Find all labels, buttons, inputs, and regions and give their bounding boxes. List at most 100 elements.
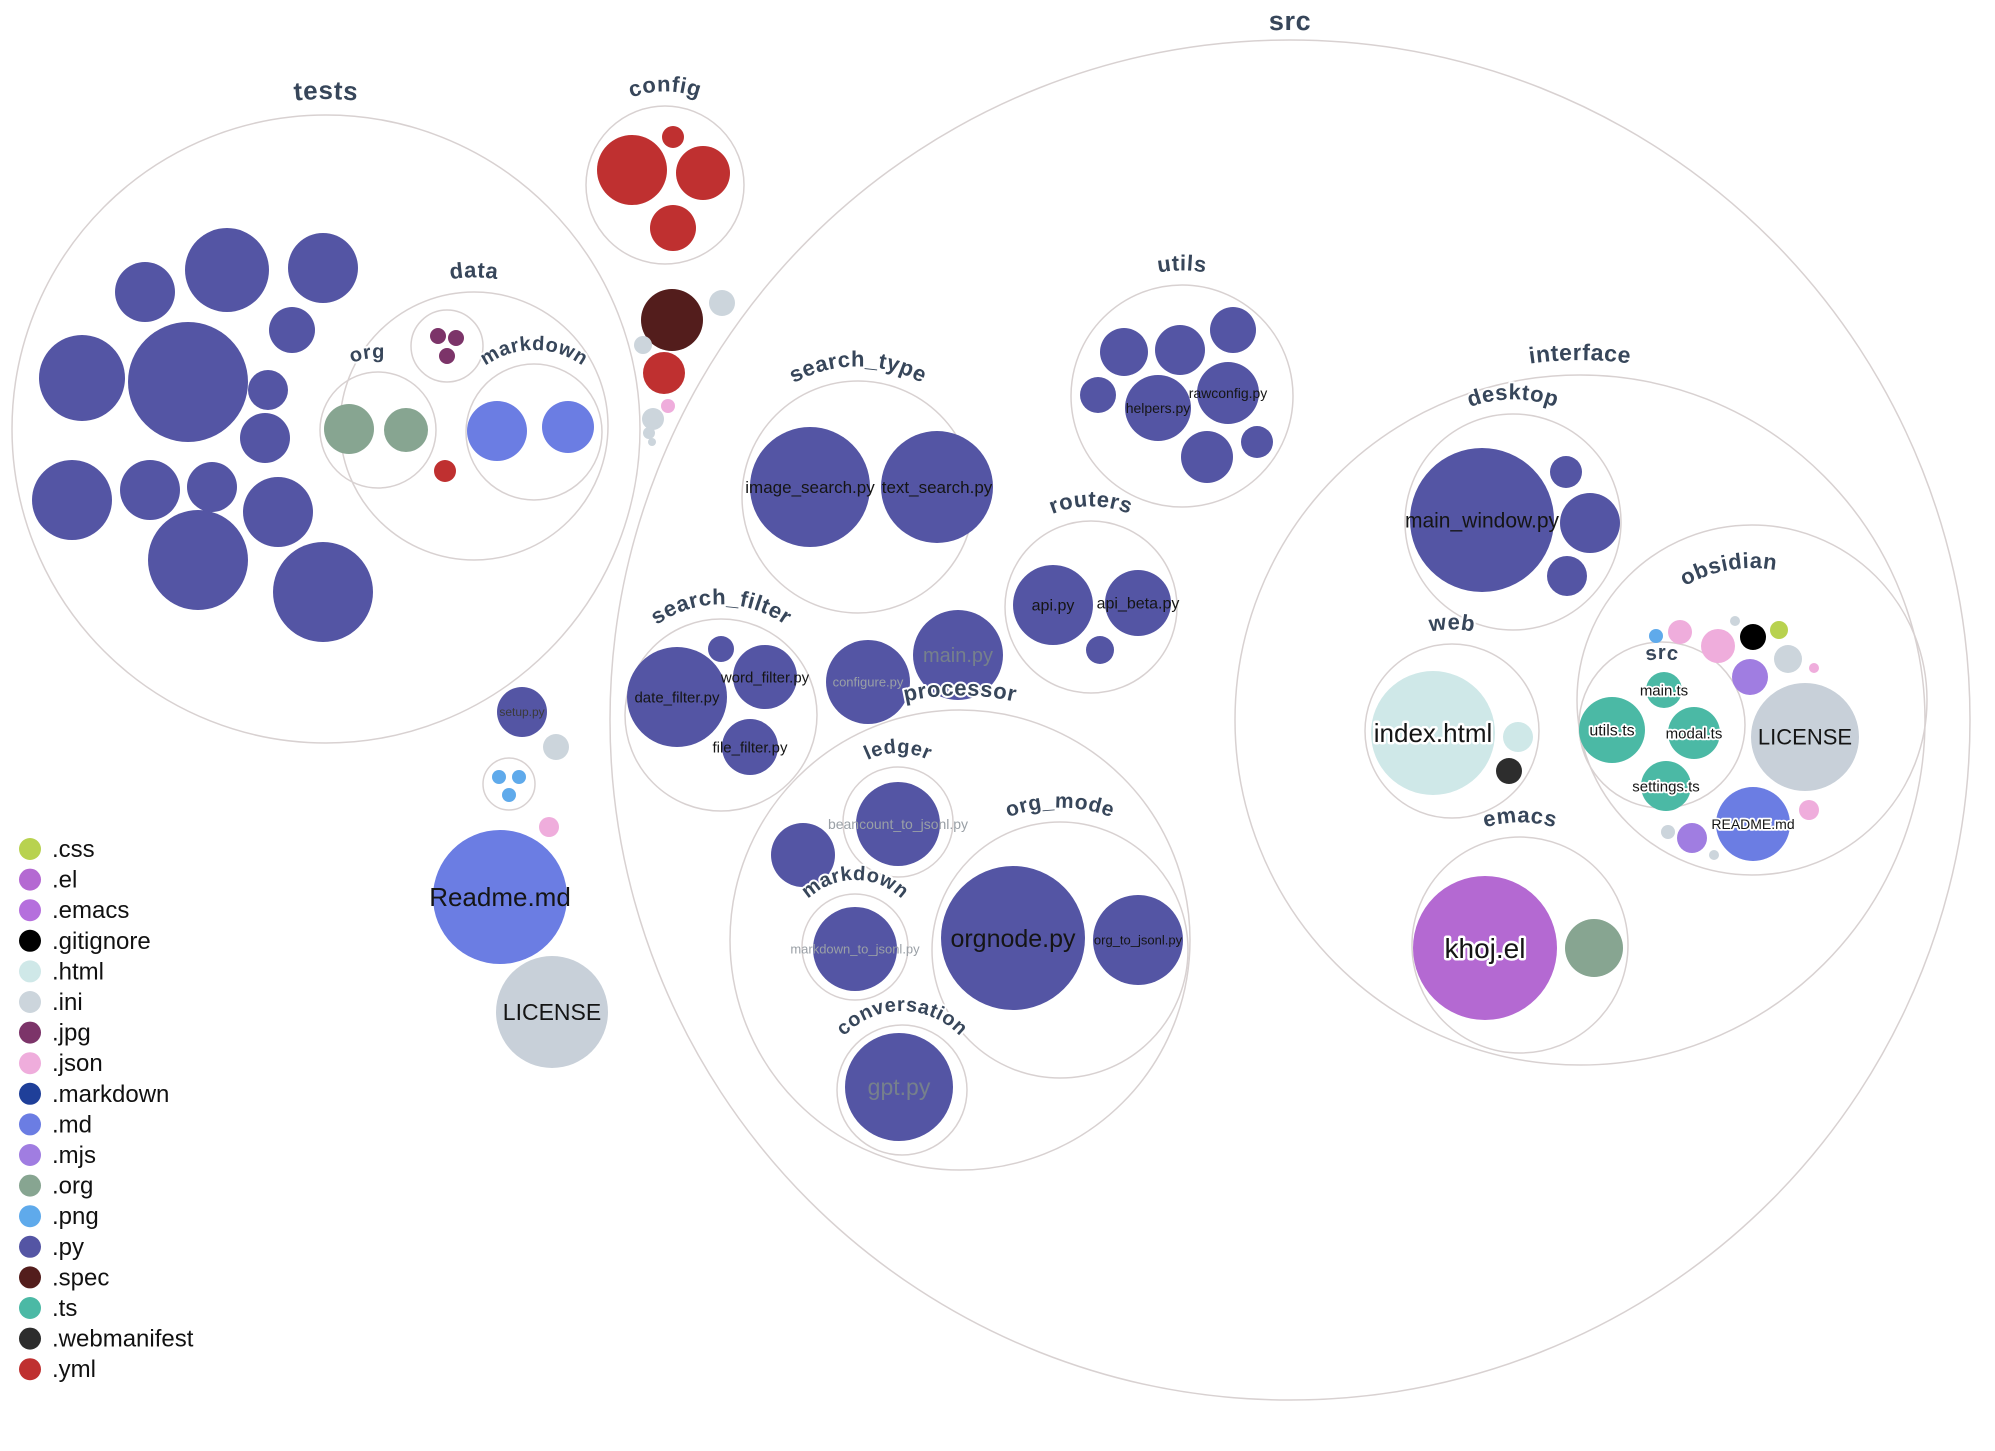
file-api.py-circle[interactable] (1013, 565, 1093, 645)
dir-search_filter-circle[interactable] (624, 618, 818, 812)
dir-org_mode-circle[interactable] (931, 821, 1189, 1079)
file-yml-22-circle[interactable] (597, 135, 667, 205)
file-yml-29-circle[interactable] (643, 352, 685, 394)
file-ini-83-circle[interactable] (1730, 616, 1740, 626)
file-org_to_jsonl.py-circle[interactable] (1093, 895, 1183, 985)
dir-routers-circle[interactable] (1004, 520, 1178, 694)
file-png-38-circle[interactable] (502, 788, 516, 802)
file-org-18-circle[interactable] (384, 408, 428, 452)
file-py-61-circle[interactable] (1210, 307, 1256, 353)
file-rawconfig.py-circle[interactable] (1197, 362, 1259, 424)
dir-root-images-circle[interactable] (482, 757, 536, 811)
file-README.md-circle[interactable] (1716, 787, 1790, 861)
file-py-0-circle[interactable] (115, 262, 175, 322)
file-setup.py-circle[interactable] (497, 687, 547, 737)
file-py-65-circle[interactable] (1181, 431, 1233, 483)
file-py-3-circle[interactable] (39, 335, 125, 421)
dir-web-circle[interactable] (1364, 643, 1540, 819)
file-ini-86-circle[interactable] (1774, 645, 1802, 673)
dir-ledger-circle[interactable] (842, 766, 954, 878)
file-py-60-circle[interactable] (1155, 325, 1205, 375)
file-spec-27-circle[interactable] (641, 289, 703, 351)
file-py-1-circle[interactable] (185, 228, 269, 312)
file-ini-31-circle[interactable] (642, 408, 664, 430)
dir-data-images-circle[interactable] (410, 309, 484, 383)
file-beancount_to_jsonl.py-circle[interactable] (856, 782, 940, 866)
file-md-19-circle[interactable] (467, 401, 527, 461)
file-png-36-circle[interactable] (492, 770, 506, 784)
file-ini-92-circle[interactable] (1661, 825, 1675, 839)
file-py-68-circle[interactable] (1550, 456, 1582, 488)
file-ini-33-circle[interactable] (648, 438, 656, 446)
file-py-10-circle[interactable] (187, 462, 237, 512)
file-mjs-93-circle[interactable] (1677, 823, 1707, 853)
file-ini-28-circle[interactable] (634, 336, 652, 354)
file-text_search.py-circle[interactable] (881, 431, 993, 543)
dir-utils-circle[interactable] (1070, 284, 1294, 508)
dir-interface-circle[interactable] (1234, 374, 1926, 1066)
file-markdown_to_jsonl.py-circle[interactable] (813, 907, 897, 991)
file-settings.ts-circle[interactable] (1641, 761, 1691, 811)
file-py-7-circle[interactable] (240, 413, 290, 463)
file-ini-32-circle[interactable] (643, 427, 655, 439)
file-png-37-circle[interactable] (512, 770, 526, 784)
file-py-8-circle[interactable] (32, 460, 112, 540)
file-utils.ts-circle[interactable] (1579, 697, 1645, 763)
file-jpg-16-circle[interactable] (439, 348, 455, 364)
file-png-80-circle[interactable] (1649, 629, 1663, 643)
file-py-12-circle[interactable] (148, 510, 248, 610)
file-py-11-circle[interactable] (243, 477, 313, 547)
file-py-5-circle[interactable] (269, 307, 315, 353)
file-LICENSE-circle[interactable] (496, 956, 608, 1068)
file-py-6-circle[interactable] (248, 370, 288, 410)
file-py-58-circle[interactable] (1086, 636, 1114, 664)
file-mjs-88-circle[interactable] (1732, 659, 1768, 695)
dir-data-markdown-circle[interactable] (465, 363, 603, 501)
file-word_filter.py-circle[interactable] (733, 645, 797, 709)
file-configure.py-circle[interactable] (826, 640, 910, 724)
file-ini-94-circle[interactable] (1709, 850, 1719, 860)
file-jpg-14-circle[interactable] (430, 328, 446, 344)
file-index.html-circle[interactable] (1371, 671, 1495, 795)
file-LICENSE-circle[interactable] (1751, 683, 1859, 791)
dir-data-org-circle[interactable] (319, 371, 437, 489)
dir-processor-markdown-circle[interactable] (801, 893, 909, 1001)
file-main.py-circle[interactable] (913, 610, 1003, 700)
file-yml-24-circle[interactable] (676, 146, 730, 200)
file-org-17-circle[interactable] (324, 404, 374, 454)
dir-config-circle[interactable] (585, 105, 745, 265)
file-py-4-circle[interactable] (128, 322, 248, 442)
file-py-62-circle[interactable] (1080, 377, 1116, 413)
file-yml-23-circle[interactable] (662, 126, 684, 148)
file-webmanifest-73-circle[interactable] (1496, 758, 1522, 784)
file-yml-21-circle[interactable] (434, 460, 456, 482)
file-py-59-circle[interactable] (1100, 328, 1148, 376)
file-py-70-circle[interactable] (1547, 556, 1587, 596)
dir-conversation-circle[interactable] (836, 1024, 968, 1156)
file-json-39-circle[interactable] (539, 817, 559, 837)
file-py-69-circle[interactable] (1560, 493, 1620, 553)
dir-src-circle[interactable] (609, 39, 1971, 1401)
file-html-72-circle[interactable] (1503, 722, 1533, 752)
file-ini-26-circle[interactable] (709, 290, 735, 316)
file-gitignore-84-circle[interactable] (1740, 624, 1766, 650)
file-json-91-circle[interactable] (1799, 800, 1819, 820)
file-file_filter.py-circle[interactable] (722, 719, 778, 775)
file-Readme.md-circle[interactable] (433, 830, 567, 964)
file-gpt.py-circle[interactable] (845, 1033, 953, 1141)
file-css-85-circle[interactable] (1770, 621, 1788, 639)
dir-emacs-circle[interactable] (1411, 836, 1629, 1054)
file-py-13-circle[interactable] (273, 542, 373, 642)
file-jpg-15-circle[interactable] (448, 330, 464, 346)
file-py-49-circle[interactable] (708, 636, 734, 662)
file-json-87-circle[interactable] (1809, 663, 1819, 673)
file-json-30-circle[interactable] (661, 399, 675, 413)
file-orgnode.py-circle[interactable] (941, 866, 1085, 1010)
file-helpers.py-circle[interactable] (1125, 375, 1191, 441)
file-khoj.el-circle[interactable] (1413, 876, 1557, 1020)
file-py-9-circle[interactable] (120, 460, 180, 520)
file-modal.ts-circle[interactable] (1668, 707, 1720, 759)
file-py-2-circle[interactable] (288, 233, 358, 303)
file-org-75-circle[interactable] (1565, 919, 1623, 977)
dir-obsidian-circle[interactable] (1576, 524, 1928, 876)
